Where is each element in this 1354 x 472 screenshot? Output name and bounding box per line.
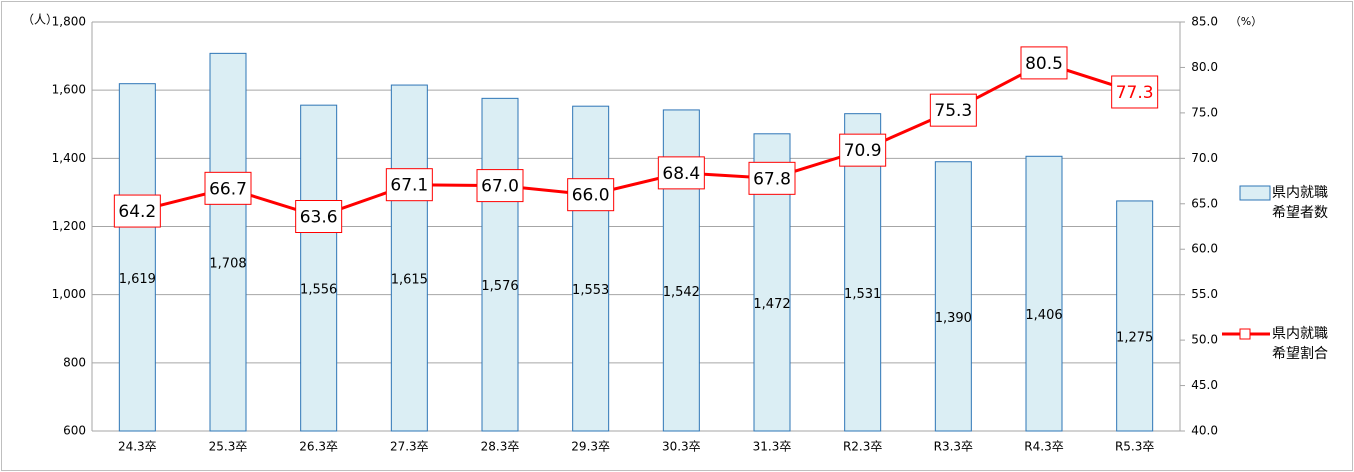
- x-tick-label: 24.3卒: [118, 440, 157, 454]
- y2-unit: （%）: [1230, 15, 1262, 28]
- line-value-label: 68.4: [662, 164, 700, 184]
- bar: [1025, 155, 1063, 432]
- bar: [300, 104, 338, 432]
- x-tick-label: R2.3卒: [843, 440, 882, 454]
- x-tick-label: R5.3卒: [1115, 440, 1154, 454]
- y2-tick-label: 65.0: [1191, 196, 1218, 210]
- line-value-label: 63.6: [300, 208, 338, 228]
- legend-label: 県内就職希望者数: [1272, 185, 1328, 221]
- bar: [481, 97, 519, 432]
- line-marker: [385, 168, 433, 202]
- y2-tick-label: 45.0: [1191, 378, 1218, 392]
- line-value-label: 64.2: [118, 202, 156, 222]
- y-tick-label: 800: [63, 355, 86, 369]
- line-value-label: 80.5: [1025, 54, 1063, 74]
- line-marker: [567, 178, 615, 212]
- bar-value-label: 1,275: [1116, 330, 1153, 345]
- x-tick-label: 27.3卒: [390, 440, 429, 454]
- bar: [390, 84, 428, 432]
- bar-value-label: 1,615: [391, 273, 428, 288]
- y-tick-label: 1,600: [52, 83, 86, 97]
- bar: [572, 105, 610, 432]
- y2-tick-label: 70.0: [1191, 151, 1218, 165]
- y-tick-label: 1,800: [52, 15, 86, 29]
- y2-tick-label: 75.0: [1191, 105, 1218, 119]
- line-marker: [295, 200, 343, 234]
- y-tick-label: 600: [63, 424, 86, 438]
- x-tick-label: 30.3卒: [662, 440, 701, 454]
- legend-marker: [1239, 328, 1251, 340]
- line-value-label: 66.7: [209, 179, 247, 199]
- x-tick-label: 25.3卒: [209, 440, 248, 454]
- bar: [934, 161, 972, 432]
- y-tick-label: 1,000: [52, 287, 86, 301]
- y2-tick-label: 50.0: [1191, 333, 1218, 347]
- bar-value-label: 1,708: [209, 257, 246, 272]
- legend-label: 県内就職希望割合: [1272, 326, 1328, 362]
- y2-tick-label: 60.0: [1191, 242, 1218, 256]
- y2-tick-label: 55.0: [1191, 287, 1218, 301]
- x-tick-label: 31.3卒: [753, 440, 792, 454]
- x-tick-label: 29.3卒: [571, 440, 610, 454]
- bar-value-label: 1,531: [844, 287, 881, 302]
- bar-value-label: 1,576: [481, 279, 518, 294]
- line-marker: [1111, 75, 1159, 109]
- bar: [118, 83, 156, 432]
- line-value-label: 67.0: [481, 177, 519, 197]
- line: [136, 61, 1136, 219]
- x-tick-label: R3.3卒: [934, 440, 973, 454]
- bar: [209, 52, 247, 432]
- y2-tick-label: 85.0: [1191, 15, 1218, 29]
- bar-value-label: 1,556: [300, 283, 337, 298]
- y-unit: （人）: [22, 13, 58, 27]
- bar: [1116, 200, 1154, 432]
- x-tick-label: 26.3卒: [299, 440, 338, 454]
- y-tick-label: 1,200: [52, 219, 86, 233]
- line-marker: [657, 156, 705, 190]
- bar-value-label: 1,406: [1025, 308, 1062, 323]
- line-value-label: 66.0: [572, 186, 610, 206]
- bar-value-label: 1,553: [572, 283, 609, 298]
- line-value-label: 75.3: [934, 101, 972, 121]
- x-tick-label: R4.3卒: [1024, 440, 1063, 454]
- line-marker: [476, 169, 524, 203]
- legend-swatch: [1239, 185, 1271, 201]
- x-tick-label: 28.3卒: [481, 440, 520, 454]
- bar-value-label: 1,542: [663, 285, 700, 300]
- line-marker: [1020, 46, 1068, 80]
- line-marker: [113, 194, 161, 228]
- line-marker: [839, 133, 887, 167]
- line-value-label: 67.1: [390, 176, 428, 196]
- bar-value-label: 1,472: [753, 297, 790, 312]
- line-value-label: 77.3: [1116, 83, 1154, 103]
- line-marker: [929, 93, 977, 127]
- line-marker: [748, 161, 796, 195]
- y2-tick-label: 80.0: [1191, 60, 1218, 74]
- y2-tick-label: 40.0: [1191, 424, 1218, 438]
- line-value-label: 70.9: [844, 141, 882, 161]
- bar-value-label: 1,619: [119, 272, 156, 287]
- line-marker: [204, 171, 252, 205]
- y-tick-label: 1,400: [52, 151, 86, 165]
- line-value-label: 67.8: [753, 169, 791, 189]
- bar-value-label: 1,390: [935, 311, 972, 326]
